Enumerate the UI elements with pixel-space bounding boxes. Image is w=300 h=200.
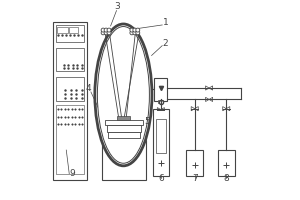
Polygon shape (195, 107, 198, 111)
Bar (118, 116, 130, 120)
Circle shape (70, 54, 79, 63)
Polygon shape (209, 86, 213, 90)
Circle shape (57, 85, 65, 94)
Text: 1: 1 (163, 18, 169, 27)
Circle shape (133, 28, 137, 32)
Polygon shape (226, 107, 230, 111)
Bar (56, 105, 84, 174)
Circle shape (104, 31, 108, 35)
Text: 2: 2 (163, 39, 168, 48)
Text: 7: 7 (192, 174, 198, 183)
Circle shape (64, 54, 72, 63)
Circle shape (57, 54, 65, 63)
Bar (218, 150, 235, 176)
Ellipse shape (95, 24, 152, 166)
Ellipse shape (98, 27, 149, 163)
Circle shape (188, 159, 201, 172)
Text: 9: 9 (69, 169, 75, 178)
Bar (108, 132, 140, 138)
Text: 5: 5 (145, 117, 151, 126)
Circle shape (192, 162, 198, 168)
Bar (156, 119, 166, 153)
Circle shape (130, 28, 134, 32)
Bar (102, 140, 146, 180)
Circle shape (104, 28, 108, 32)
Text: 3: 3 (115, 2, 120, 11)
Bar (56, 25, 84, 42)
Circle shape (130, 31, 134, 35)
Polygon shape (223, 107, 226, 111)
Bar (186, 150, 203, 176)
Polygon shape (209, 97, 213, 102)
Circle shape (101, 31, 105, 35)
Bar (158, 100, 163, 103)
Bar (69, 27, 78, 33)
Circle shape (136, 28, 140, 32)
Bar (56, 77, 84, 101)
Bar (105, 120, 142, 125)
Circle shape (107, 28, 111, 32)
Circle shape (107, 31, 111, 35)
Polygon shape (206, 97, 209, 102)
Circle shape (101, 28, 105, 32)
Bar (107, 125, 141, 132)
Polygon shape (191, 107, 195, 111)
Bar (56, 48, 84, 71)
Polygon shape (206, 86, 209, 90)
Circle shape (223, 162, 229, 168)
Text: 6: 6 (158, 174, 164, 183)
Bar (57, 27, 68, 33)
Text: 8: 8 (224, 174, 229, 183)
Text: 4: 4 (86, 84, 91, 93)
Circle shape (136, 31, 140, 35)
Bar (153, 109, 169, 176)
Circle shape (70, 85, 79, 94)
Circle shape (155, 157, 167, 169)
Polygon shape (161, 108, 164, 112)
Bar (154, 78, 167, 101)
Polygon shape (157, 108, 161, 112)
Circle shape (220, 159, 233, 172)
Circle shape (133, 31, 137, 35)
Bar (53, 22, 87, 180)
